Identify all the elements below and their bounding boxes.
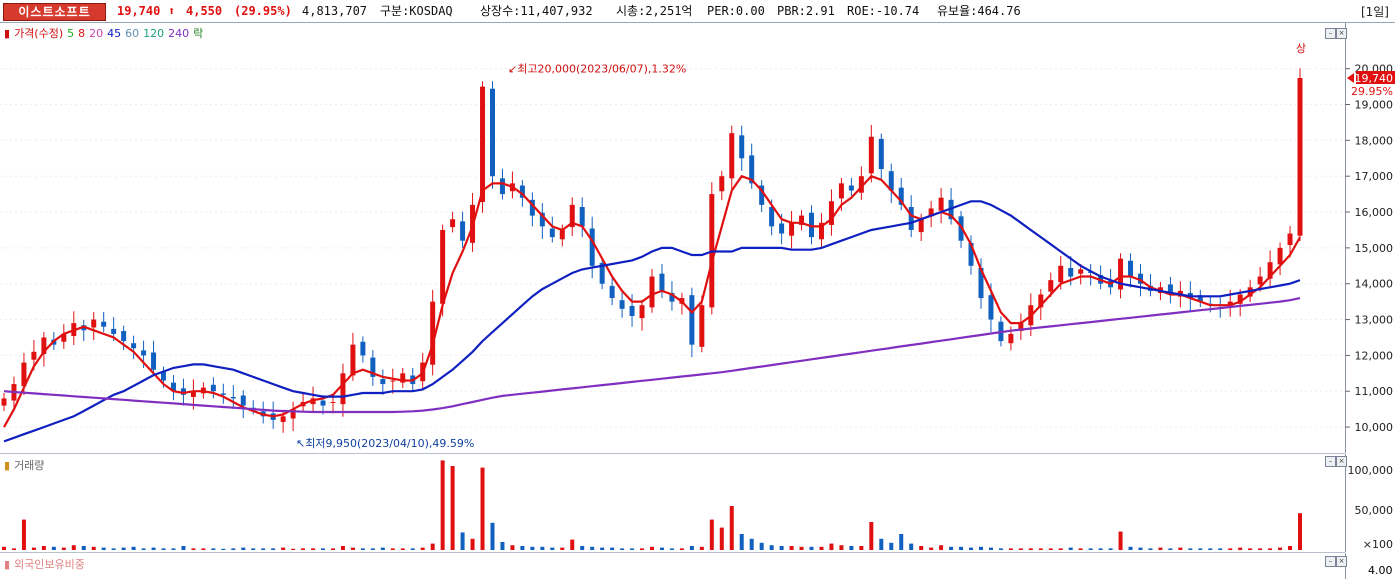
listed-shares: 상장수:11,407,932: [480, 4, 593, 18]
legend-item: 20: [89, 27, 104, 40]
foreign-marker-icon: ▮: [4, 558, 11, 571]
current-price: 19,740: [117, 4, 161, 18]
volume-marker-icon: ▮: [4, 459, 11, 472]
legend-item: 60: [125, 27, 140, 40]
market-cap: 시총:2,251억: [616, 4, 693, 18]
legend-item: 8: [78, 27, 86, 40]
volume-title: 거래량: [14, 459, 45, 472]
foreign-panel[interactable]: ▮ 외국인보유비중: [0, 553, 1345, 579]
per-value: PER:0.00: [707, 4, 765, 18]
volume-minimize-icon[interactable]: –: [1325, 456, 1336, 467]
foreign-axis: 4.00: [1345, 553, 1395, 579]
foreign-title: 외국인보유비중: [14, 558, 85, 571]
volume-panel[interactable]: ▮ 거래량: [0, 454, 1345, 553]
legend-item: 240: [168, 27, 190, 40]
volume-legend: ▮ 거래량: [4, 457, 48, 473]
stock-name-box[interactable]: 이스트소프트: [3, 3, 106, 21]
panel-minimize-icon[interactable]: –: [1325, 28, 1336, 39]
ma-legend: ▮ 가격(수정) 5 8 20 45 60 120 240 락: [4, 25, 211, 41]
up-arrow-icon: ⬆: [168, 4, 176, 18]
volume-value: 4,813,707: [302, 4, 368, 18]
foreign-tick: 4.00: [1368, 564, 1393, 577]
foreign-close-icon[interactable]: ×: [1336, 556, 1347, 567]
foreign-minimize-icon[interactable]: –: [1325, 556, 1336, 567]
price-change-pct: (29.95%): [234, 4, 292, 18]
volume-axis: [1345, 454, 1395, 552]
legend-item: 락: [193, 27, 204, 40]
volume-close-icon[interactable]: ×: [1336, 456, 1347, 467]
price-axis: [1345, 23, 1395, 453]
legend-item: 120: [143, 27, 165, 40]
market-type: 구분:KOSDAQ: [380, 4, 453, 18]
price-panel[interactable]: ▮ 가격(수정) 5 8 20 45 60 120 240 락: [0, 23, 1345, 454]
roe-value: ROE:-10.74: [847, 4, 920, 18]
legend-item: 가격(수정): [14, 27, 64, 40]
legend-item: 5: [67, 27, 75, 40]
period-selector[interactable]: [1일]: [1360, 5, 1389, 19]
quote-header: 이스트소프트 19,740 ⬆ 4,550 (29.95%) 4,813,707…: [0, 0, 1395, 23]
pbr-value: PBR:2.91: [777, 4, 835, 18]
legend-item: 45: [107, 27, 122, 40]
legend-items: 가격(수정) 5 8 20 45 60 120 240 락: [14, 27, 207, 40]
panel-close-icon[interactable]: ×: [1336, 28, 1347, 39]
legend-marker-icon: ▮: [4, 27, 11, 40]
float-ratio: 유보율:464.76: [937, 4, 1021, 18]
foreign-legend: ▮ 외국인보유비중: [4, 556, 89, 572]
price-change: 4,550: [186, 4, 223, 18]
